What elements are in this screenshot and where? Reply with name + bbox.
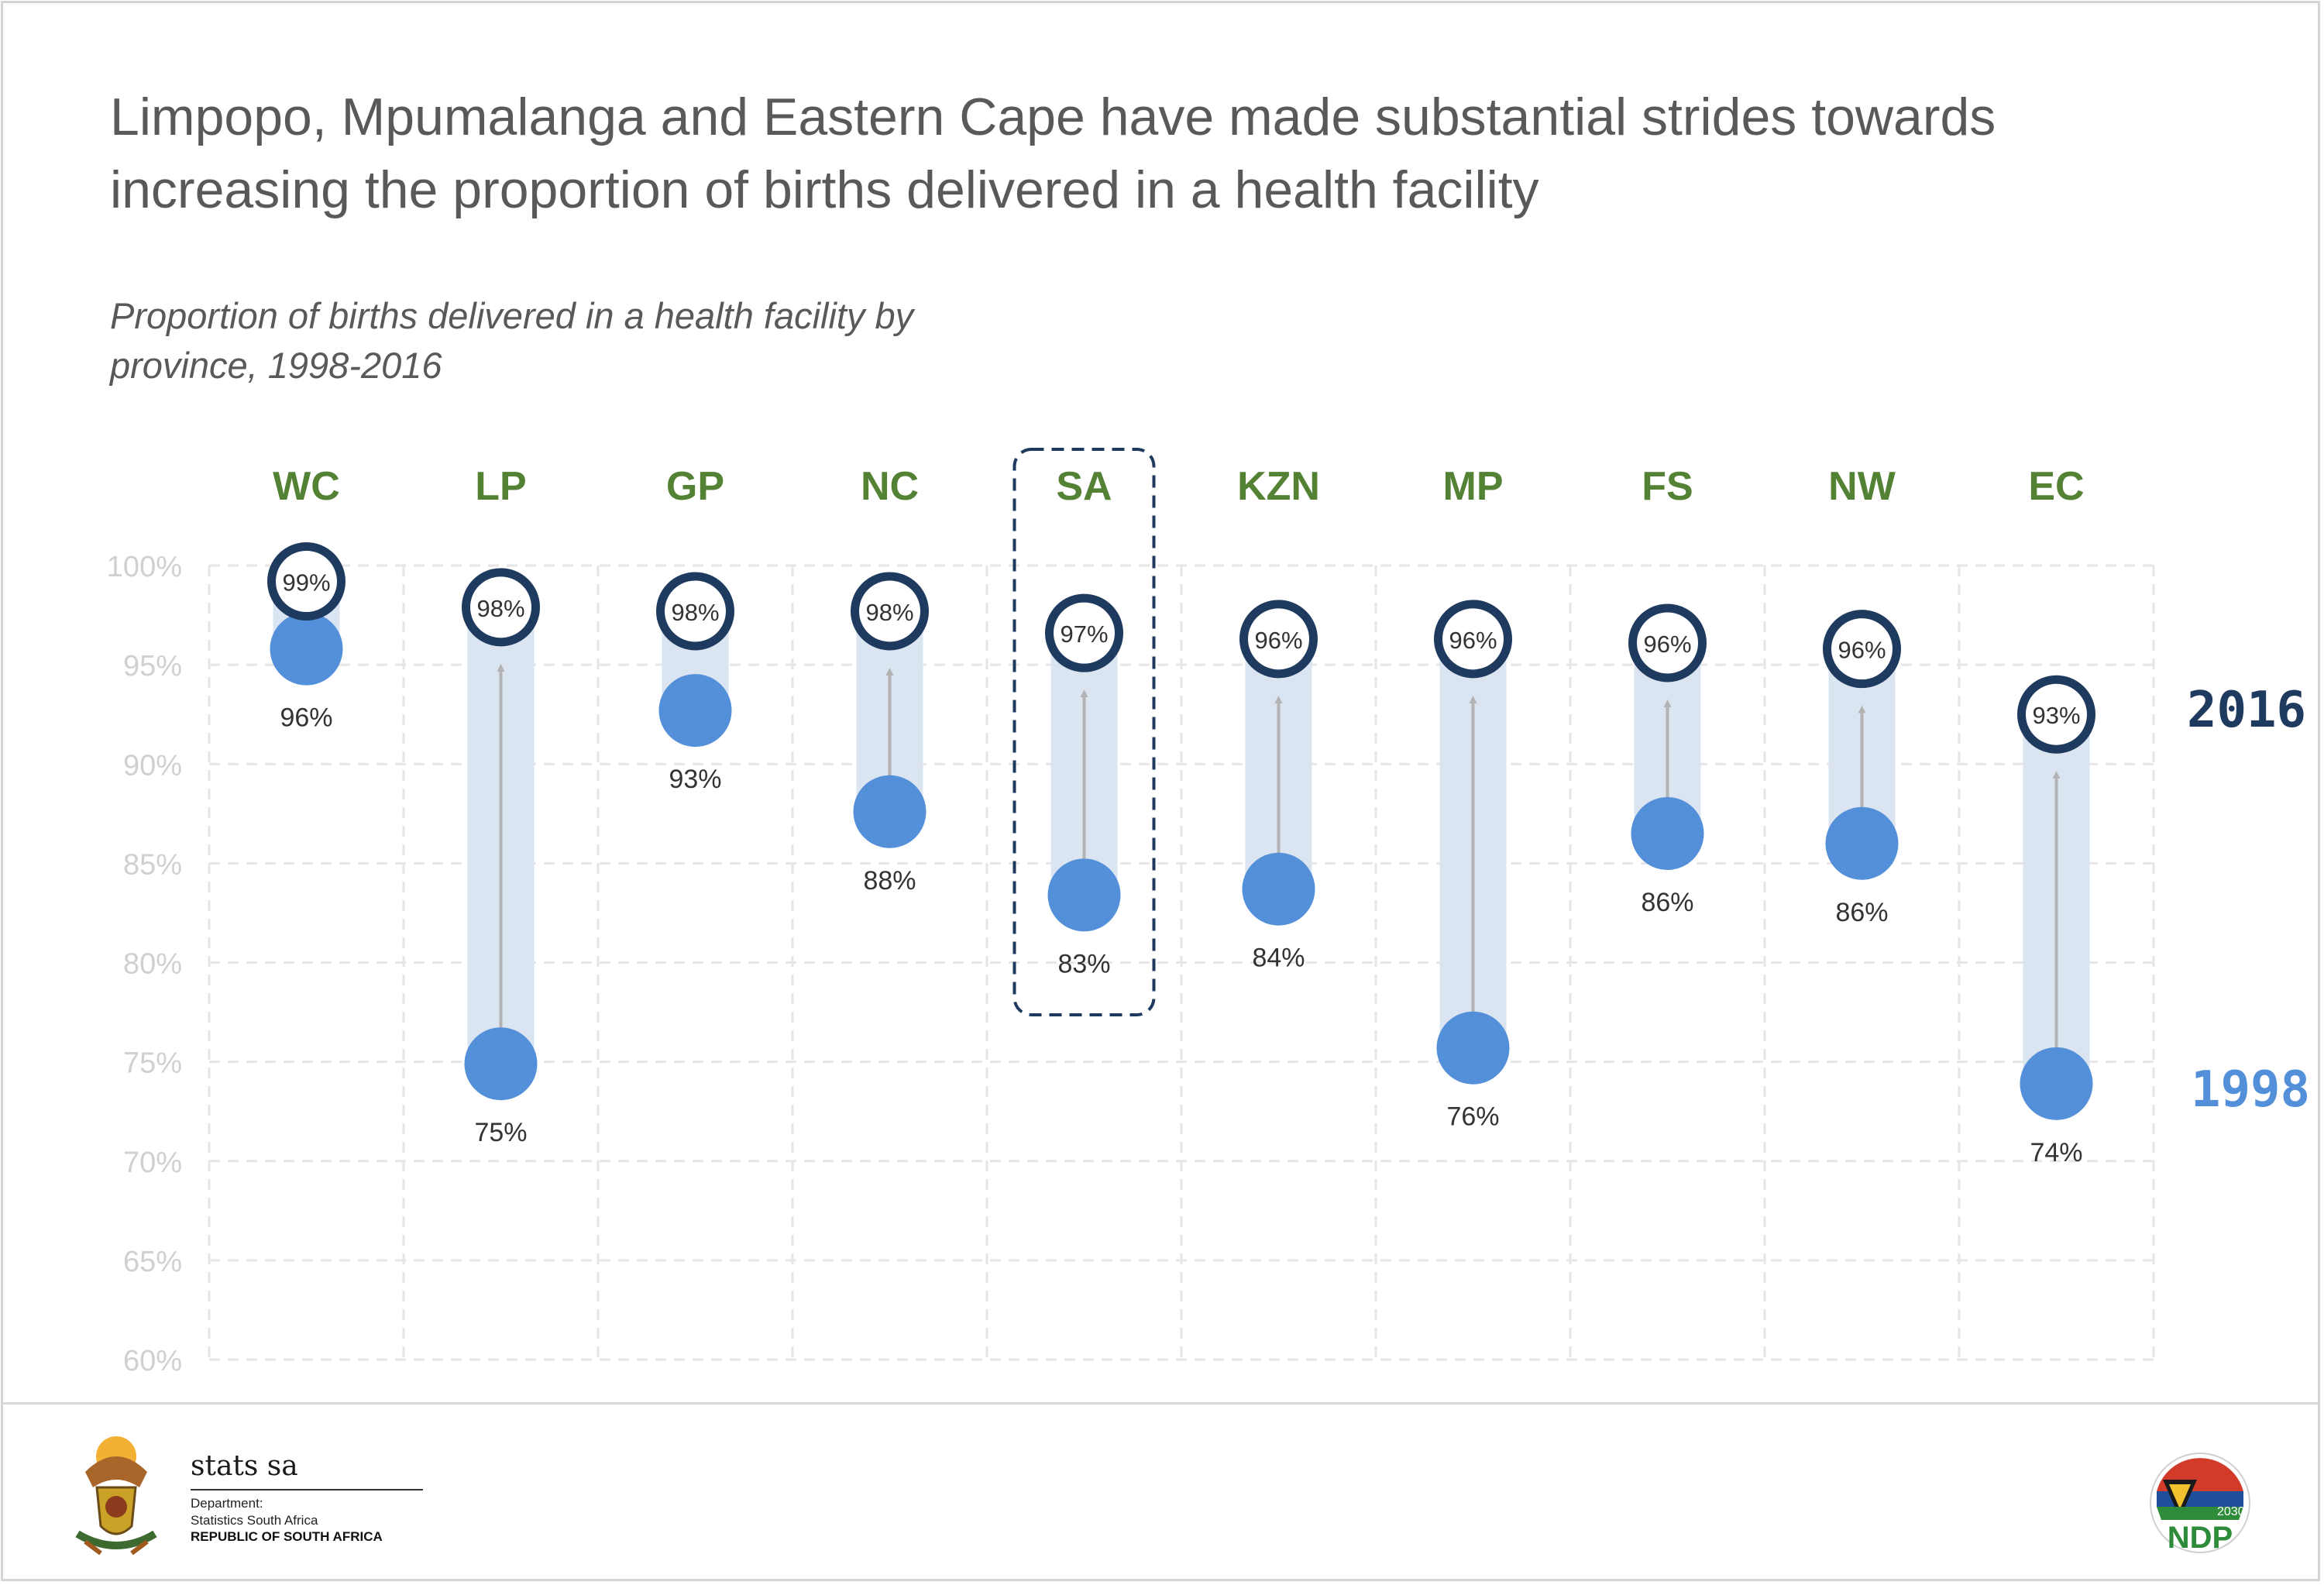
y-tick-label: 90% xyxy=(123,749,182,782)
ring-2016 xyxy=(1823,610,1901,689)
legend-1998: 1998 xyxy=(2191,1061,2310,1119)
ring-2016 xyxy=(1045,593,1123,672)
stats-sa-logo-block: stats sa Department: Statistics South Af… xyxy=(54,1418,442,1573)
category-label-lp: LP xyxy=(475,464,526,509)
org-name-rule xyxy=(191,1489,423,1490)
value-label-1998: 84% xyxy=(1252,944,1305,973)
y-tick-label: 100% xyxy=(107,551,182,583)
ring-2016 xyxy=(1434,600,1512,679)
category-label-ec: EC xyxy=(2028,464,2084,509)
ring-2016 xyxy=(2017,675,2095,754)
value-label-2016: 96% xyxy=(1449,627,1497,654)
coat-of-arms-icon xyxy=(75,1436,157,1556)
category-label-wc: WC xyxy=(273,464,340,509)
dot-1998 xyxy=(2020,1047,2093,1120)
value-label-2016: 96% xyxy=(1643,631,1691,658)
ring-2016 xyxy=(851,572,929,651)
legend-2016: 2016 xyxy=(2187,682,2306,739)
category-label-nc: NC xyxy=(861,464,919,509)
y-tick-label: 80% xyxy=(123,948,182,981)
dot-1998 xyxy=(658,674,732,748)
value-label-2016: 98% xyxy=(865,599,913,626)
value-label-2016: 98% xyxy=(671,599,719,626)
y-tick-label: 95% xyxy=(123,650,182,682)
y-tick-label: 75% xyxy=(123,1047,182,1080)
ring-2016 xyxy=(1239,600,1318,679)
highlight-box-sa xyxy=(1012,448,1156,1016)
ring-2016 xyxy=(1628,603,1707,682)
value-label-2016: 97% xyxy=(1060,621,1108,648)
value-label-1998: 88% xyxy=(863,866,916,896)
value-label-2016: 96% xyxy=(1254,627,1302,654)
dot-1998 xyxy=(270,612,343,686)
value-label-1998: 86% xyxy=(1641,888,1693,917)
dot-1998 xyxy=(1047,858,1121,932)
category-label-gp: GP xyxy=(666,464,724,509)
value-label-1998: 83% xyxy=(1057,949,1110,978)
y-tick-label: 65% xyxy=(123,1246,182,1278)
ring-2016 xyxy=(656,572,734,651)
value-label-2016: 98% xyxy=(476,595,524,622)
value-label-1998: 75% xyxy=(474,1118,527,1147)
dot-1998 xyxy=(1436,1011,1510,1085)
dot-1998 xyxy=(853,775,927,848)
dept-name: Statistics South Africa xyxy=(191,1513,318,1528)
ndp-year: 2030 xyxy=(2217,1505,2245,1518)
ring-2016 xyxy=(462,568,540,647)
chart-subtitle: Proportion of births delivered in a heal… xyxy=(110,295,914,386)
value-label-1998: 96% xyxy=(280,703,332,733)
y-tick-label: 60% xyxy=(123,1345,182,1377)
dumbbell-chart: 60% 65% 70% 75% 80% 85% 90% 95% 100% WC 99% 96% LP 9… xyxy=(107,448,2310,1377)
value-label-1998: 86% xyxy=(1835,898,1888,927)
dept-label: Department: xyxy=(191,1496,263,1511)
ndp-label: NDP xyxy=(2168,1521,2233,1555)
ring-2016 xyxy=(267,542,346,621)
dot-1998 xyxy=(1825,806,1899,880)
dot-1998 xyxy=(1631,796,1704,870)
org-name: stats sa xyxy=(191,1450,298,1482)
value-label-1998: 74% xyxy=(2030,1138,2082,1167)
y-tick-label: 85% xyxy=(123,848,182,881)
category-label-mp: MP xyxy=(1443,464,1504,509)
category-label-fs: FS xyxy=(1642,464,1693,509)
value-label-2016: 96% xyxy=(1838,637,1886,664)
value-label-1998: 76% xyxy=(1446,1102,1499,1132)
ndp-2030-icon: 2030 NDP xyxy=(2150,1453,2250,1555)
value-label-2016: 99% xyxy=(282,569,330,597)
category-label-sa: SA xyxy=(1056,464,1112,509)
department-text: Department: Statistics South Africa xyxy=(191,1495,318,1529)
value-label-2016: 93% xyxy=(2032,702,2080,729)
category-label-kzn: KZN xyxy=(1237,464,1320,509)
ndp-logo: 2030 NDP xyxy=(2146,1449,2254,1557)
page-title: Limpopo, Mpumalanga and Eastern Cape hav… xyxy=(110,88,1996,219)
value-label-1998: 93% xyxy=(669,765,721,794)
category-label-nw: NW xyxy=(1828,464,1896,509)
country-name: REPUBLIC OF SOUTH AFRICA xyxy=(191,1529,383,1544)
dot-1998 xyxy=(464,1027,538,1101)
y-tick-label: 70% xyxy=(123,1147,182,1179)
dot-1998 xyxy=(1242,852,1315,926)
footer-divider xyxy=(2,1402,2319,1404)
